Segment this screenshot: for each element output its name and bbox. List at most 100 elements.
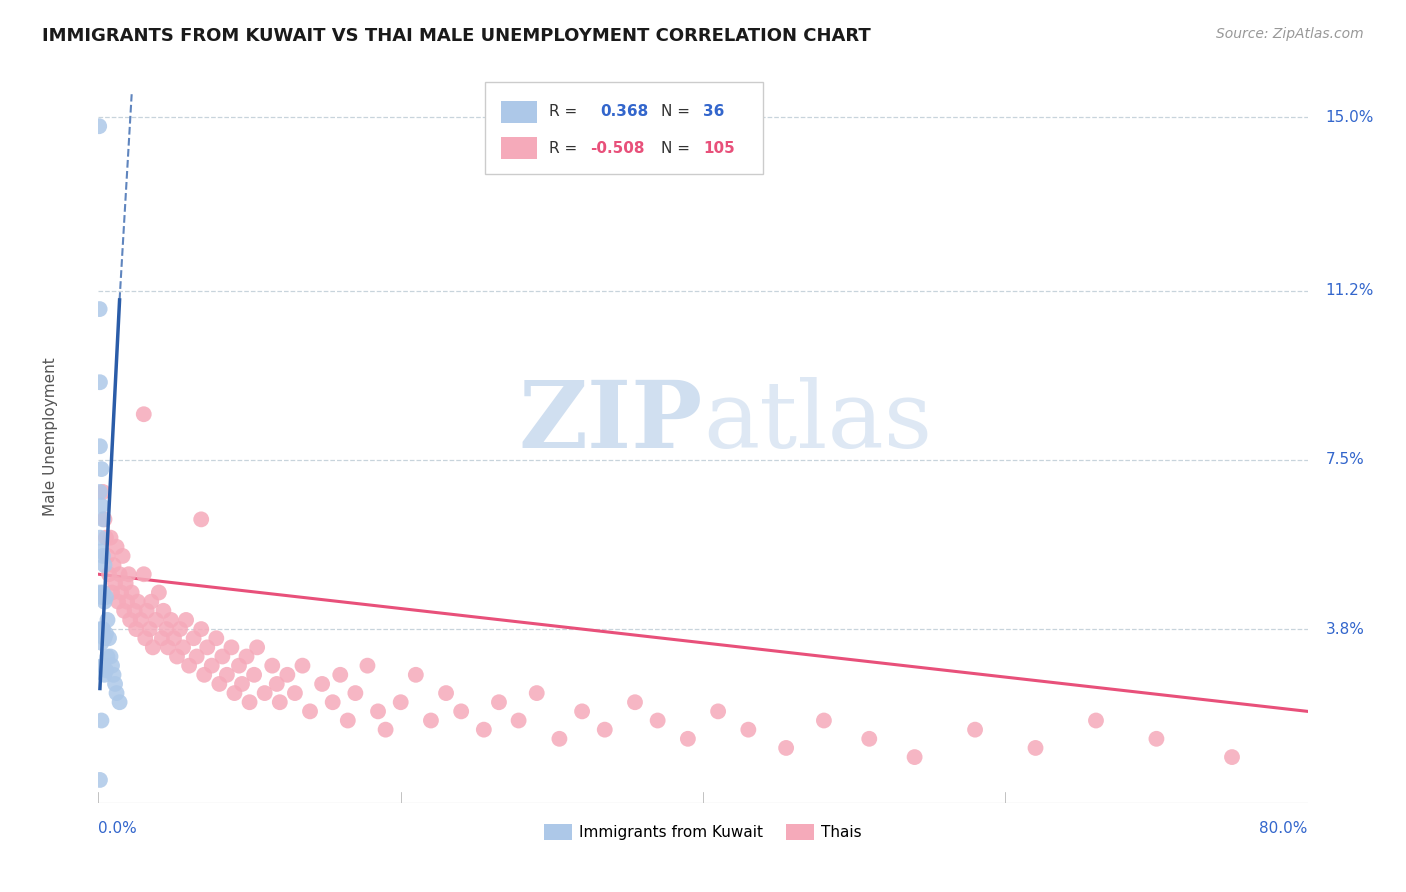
Point <box>356 658 378 673</box>
Point <box>125 622 148 636</box>
Point <box>205 632 228 646</box>
Point <box>104 677 127 691</box>
Text: -0.508: -0.508 <box>591 141 645 156</box>
Point <box>228 658 250 673</box>
Point <box>243 667 266 681</box>
Point <box>90 622 112 636</box>
Point <box>94 663 117 677</box>
Point <box>91 512 114 526</box>
Point <box>114 576 136 591</box>
Point <box>155 622 177 636</box>
Point <box>120 613 142 627</box>
Point <box>127 595 149 609</box>
Point <box>336 714 359 728</box>
Point <box>89 585 111 599</box>
Text: Source: ZipAtlas.com: Source: ZipAtlas.com <box>1216 27 1364 41</box>
Point <box>121 585 143 599</box>
Point <box>526 686 548 700</box>
Point <box>132 567 155 582</box>
Point <box>775 740 797 755</box>
Text: N =: N = <box>661 104 690 120</box>
Point <box>195 640 218 655</box>
Point <box>105 540 128 554</box>
Point <box>571 705 593 719</box>
Text: 0.0%: 0.0% <box>98 821 138 836</box>
Point <box>707 705 730 719</box>
Point <box>98 567 121 582</box>
Point <box>96 649 118 664</box>
Point <box>450 705 472 719</box>
Point <box>239 695 262 709</box>
Point <box>91 622 114 636</box>
Point <box>420 714 443 728</box>
Point <box>90 499 112 513</box>
Point <box>262 658 284 673</box>
Point <box>93 595 115 609</box>
Point <box>96 549 118 563</box>
Point <box>269 695 291 709</box>
Text: N =: N = <box>661 141 690 156</box>
Point <box>186 649 208 664</box>
Point <box>89 120 111 134</box>
Point <box>118 567 141 582</box>
Point <box>104 576 127 591</box>
Text: Male Unemployment: Male Unemployment <box>42 358 58 516</box>
Text: 105: 105 <box>703 141 735 156</box>
Point <box>1220 750 1243 764</box>
Point <box>93 512 115 526</box>
Point <box>90 590 112 604</box>
Point <box>172 640 194 655</box>
Point <box>329 667 352 681</box>
Point <box>103 667 125 681</box>
Point <box>91 585 114 599</box>
Point <box>190 622 212 636</box>
Point <box>169 622 191 636</box>
Point <box>647 714 669 728</box>
Point <box>101 585 124 599</box>
Text: ZIP: ZIP <box>519 377 703 467</box>
Point <box>322 695 344 709</box>
Text: 11.2%: 11.2% <box>1326 284 1374 298</box>
Point <box>152 604 174 618</box>
Point <box>246 640 269 655</box>
Point <box>89 485 111 500</box>
Point <box>374 723 396 737</box>
Text: 15.0%: 15.0% <box>1326 110 1374 125</box>
Legend: Immigrants from Kuwait, Thais: Immigrants from Kuwait, Thais <box>538 818 868 847</box>
Point <box>156 640 179 655</box>
Point <box>163 632 186 646</box>
FancyBboxPatch shape <box>485 82 763 174</box>
Point <box>91 485 114 500</box>
Point <box>190 512 212 526</box>
Point <box>221 640 243 655</box>
Point <box>150 632 173 646</box>
Text: 3.8%: 3.8% <box>1326 622 1365 637</box>
Text: R =: R = <box>550 141 578 156</box>
Point <box>96 613 118 627</box>
Point <box>548 731 571 746</box>
Point <box>344 686 367 700</box>
Point <box>89 772 111 787</box>
Point <box>224 686 246 700</box>
Point <box>737 723 759 737</box>
Point <box>488 695 510 709</box>
Point <box>105 686 128 700</box>
Point <box>253 686 276 700</box>
Point <box>291 658 314 673</box>
Point <box>965 723 987 737</box>
Point <box>101 658 124 673</box>
Point <box>103 558 125 573</box>
Point <box>89 531 111 545</box>
Point <box>100 531 122 545</box>
Text: IMMIGRANTS FROM KUWAIT VS THAI MALE UNEMPLOYMENT CORRELATION CHART: IMMIGRANTS FROM KUWAIT VS THAI MALE UNEM… <box>42 27 870 45</box>
Point <box>112 604 135 618</box>
Text: 0.368: 0.368 <box>600 104 648 120</box>
Point <box>299 705 322 719</box>
Text: 80.0%: 80.0% <box>1260 821 1308 836</box>
Point <box>284 686 307 700</box>
Point <box>208 677 231 691</box>
Point <box>94 531 117 545</box>
Point <box>98 632 121 646</box>
Text: 7.5%: 7.5% <box>1326 452 1364 467</box>
Point <box>124 604 146 618</box>
